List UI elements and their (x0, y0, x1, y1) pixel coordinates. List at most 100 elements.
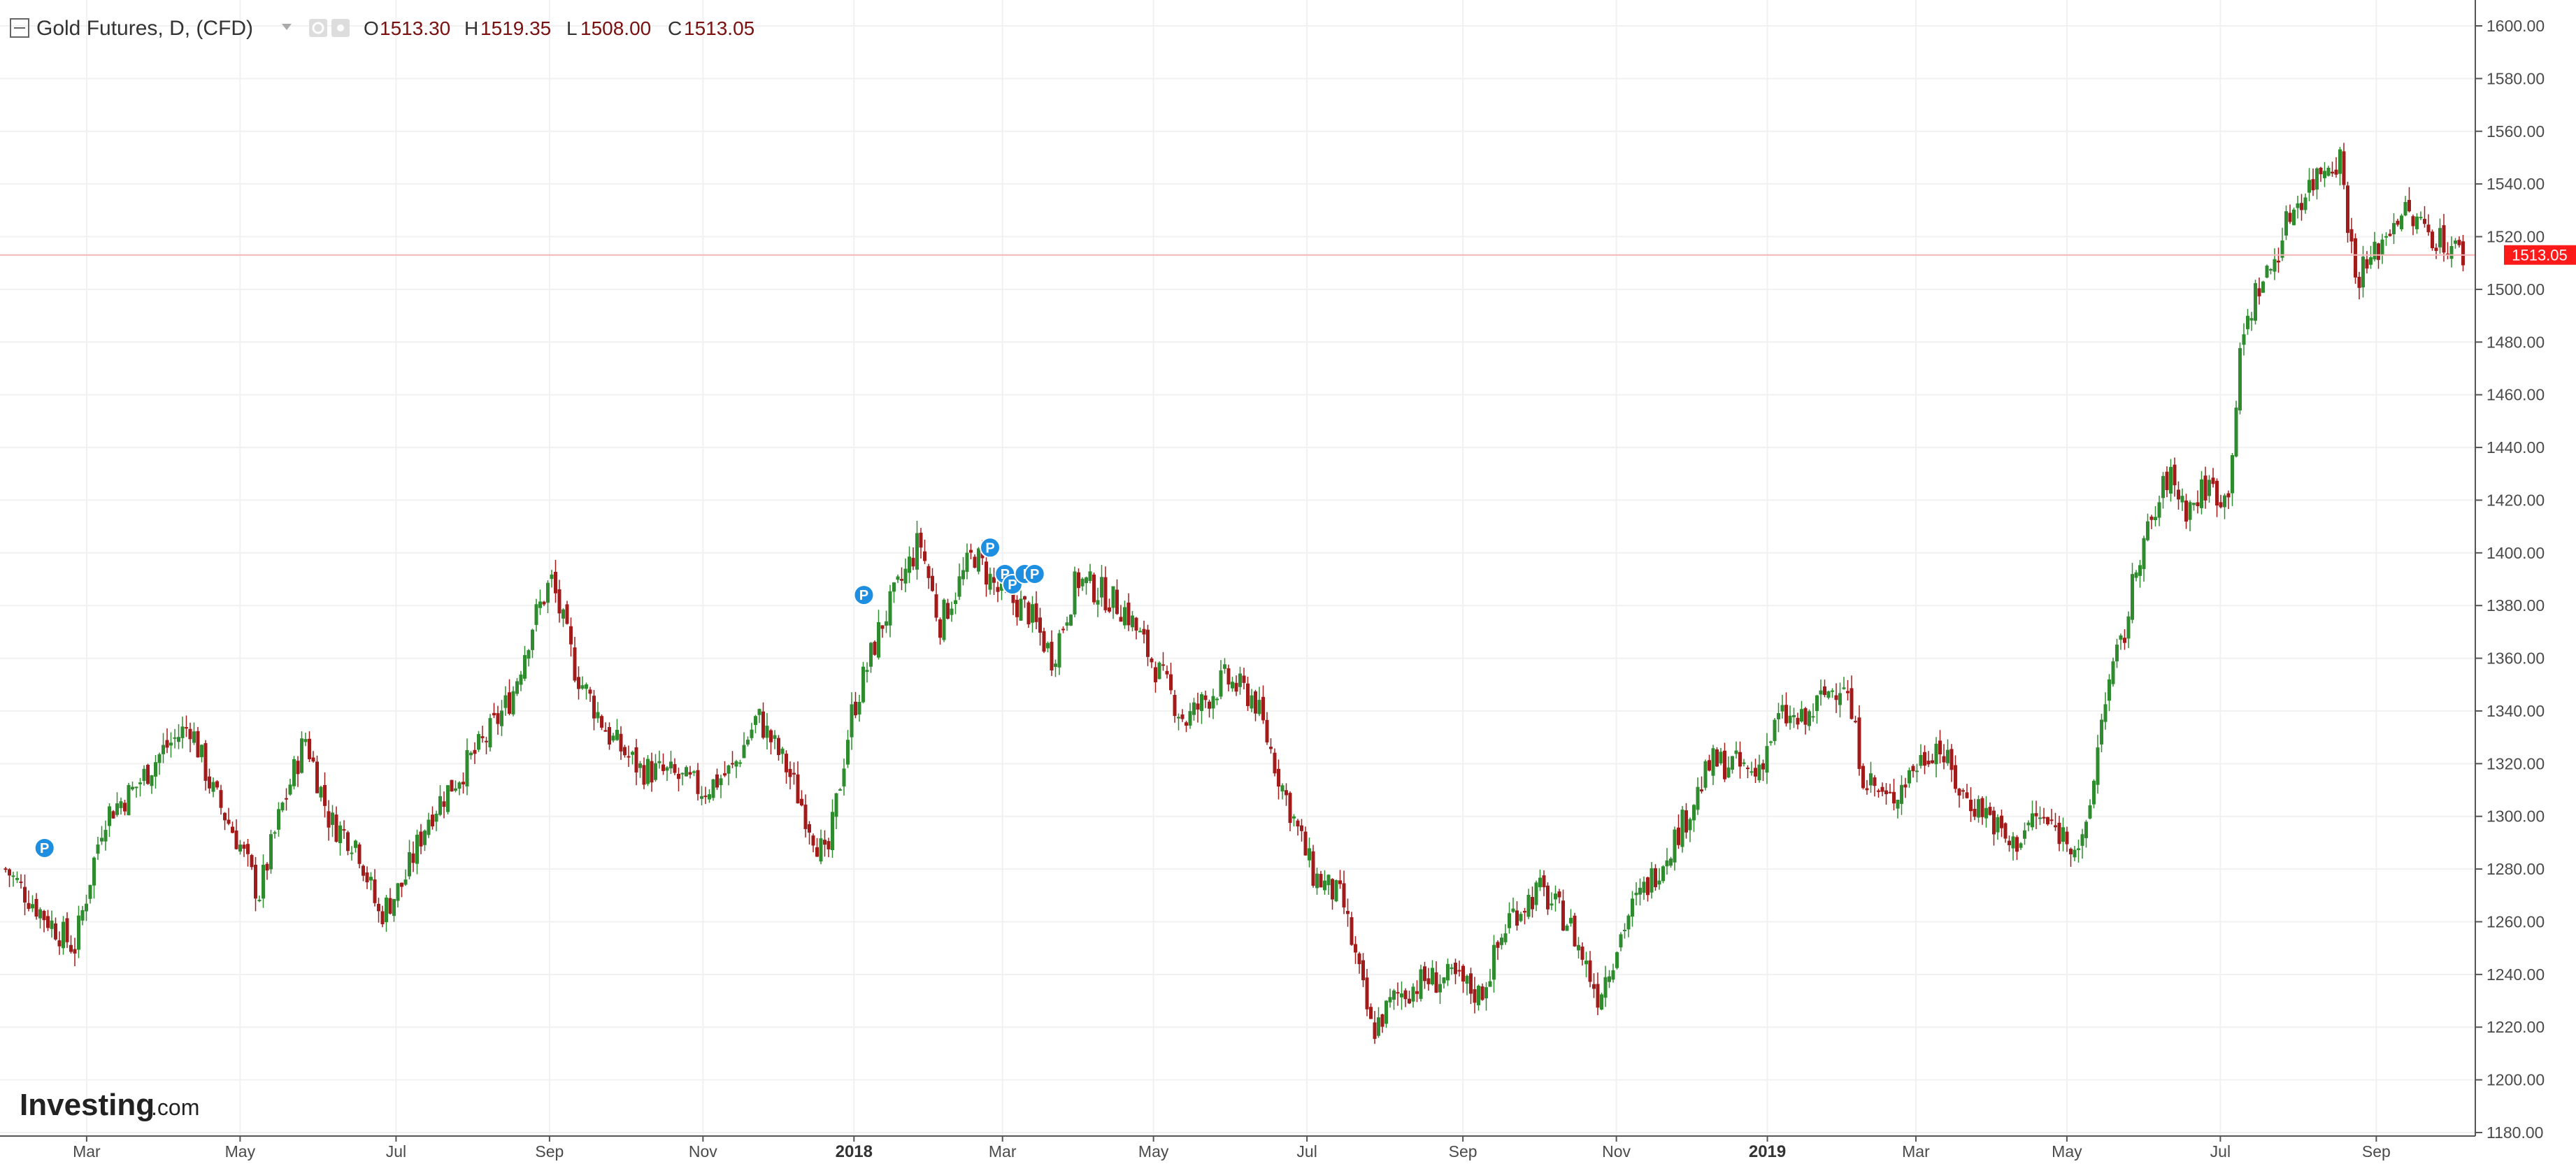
candle-body (527, 650, 531, 659)
candle-body (873, 641, 877, 655)
candle-body (1223, 664, 1226, 669)
candle-body (1534, 882, 1538, 905)
time-tick-label: May (2052, 1142, 2082, 1161)
candle-body (227, 819, 231, 824)
candle-body (288, 784, 292, 795)
candle-body (996, 587, 1000, 592)
candle-body (115, 803, 119, 815)
candle-body (777, 738, 780, 756)
candle-body (1511, 908, 1515, 912)
candle-body (761, 711, 765, 738)
symbol-title[interactable]: Gold Futures, D, (CFD) (36, 17, 253, 40)
candle-body (2149, 517, 2154, 520)
candle-body (1903, 784, 1908, 788)
candle-body (177, 737, 180, 742)
candle-body (1915, 770, 1919, 773)
candle-body (1900, 784, 1903, 804)
candle-body (1111, 586, 1115, 608)
candle-body (1403, 990, 1408, 1000)
candle-body (1388, 997, 1392, 1003)
grid-lines (0, 0, 2475, 1136)
candle-body (2038, 817, 2042, 819)
candle-body (1396, 992, 1400, 994)
candle-body (1465, 975, 1469, 984)
candle-body (2288, 213, 2292, 222)
candle-body (1788, 715, 1792, 724)
candle-body (827, 841, 831, 849)
event-markers[interactable]: PPPPPIP (34, 537, 1045, 858)
candle-body (461, 782, 465, 784)
candle-body (1734, 750, 1738, 754)
candle-body (1700, 789, 1703, 792)
candle-body (1492, 944, 1496, 980)
price-axis-labels: 1600.00 1580.00 1560.00 1540.00 1520.00 1500.… (2475, 17, 2545, 1142)
candle-body (1703, 761, 1708, 788)
candle-body (2284, 211, 2288, 236)
candle-body (1849, 688, 1854, 719)
candle-body (480, 736, 485, 738)
candle-body (1931, 760, 1934, 763)
candle-body (577, 677, 580, 689)
candle-body (677, 773, 680, 779)
candle-body (988, 573, 992, 590)
candle-body (1226, 668, 1231, 685)
candle-body (1980, 798, 1984, 817)
candle-body (711, 779, 715, 798)
candle-body (180, 726, 185, 738)
price-tick-label: 1320.00 (2486, 754, 2545, 773)
candle-body (965, 552, 969, 573)
candle-body (134, 786, 138, 789)
candle-body (300, 738, 303, 773)
candle-body (1373, 1022, 1377, 1040)
candle-body (1946, 749, 1949, 763)
event-marker-dot[interactable] (853, 584, 875, 606)
symbol-dropdown-icon[interactable] (282, 24, 292, 30)
event-marker-dot[interactable] (34, 837, 55, 858)
format-icon[interactable] (331, 19, 350, 37)
candle-body (1626, 915, 1631, 930)
price-tick-label: 1280.00 (2486, 860, 2545, 878)
event-marker-dot[interactable] (1024, 563, 1045, 584)
candle-body (1919, 754, 1923, 766)
price-tick-label: 1180.00 (2486, 1123, 2543, 1142)
candle-body (831, 812, 834, 851)
collapse-toggle-icon[interactable] (10, 18, 29, 38)
candle-body (1077, 572, 1080, 589)
candle-body (815, 847, 819, 857)
candle-body (392, 898, 396, 917)
candle-body (138, 782, 142, 784)
candle-body (1942, 756, 1946, 763)
candle-body (508, 692, 511, 714)
candle-body (92, 857, 96, 886)
candle-body (1888, 791, 1892, 793)
candle-body (1665, 860, 1669, 867)
candle-body (2173, 464, 2177, 486)
candle-body (673, 764, 677, 773)
candle-body (1992, 810, 1996, 835)
candle-body (550, 574, 554, 580)
candle-body (596, 712, 600, 719)
candle-body (15, 877, 19, 880)
event-marker-dot[interactable] (980, 537, 1001, 559)
candle-body (1085, 577, 1088, 584)
candle-body (638, 763, 642, 768)
candle-body (1677, 827, 1680, 845)
candle-body (961, 570, 965, 580)
candle-body (2180, 496, 2184, 503)
candle-body (1173, 695, 1177, 717)
candle-body (450, 779, 454, 792)
candle-body (2280, 240, 2284, 258)
candle-body (2303, 197, 2307, 210)
last-price-tag: 1513.05 (2504, 245, 2576, 265)
candle-body (1057, 633, 1061, 668)
settings-icon[interactable] (309, 19, 327, 37)
candle-body (296, 761, 300, 775)
time-axis[interactable] (0, 1136, 2475, 1164)
event-marker-label: P (40, 841, 49, 856)
candle-body (1469, 973, 1473, 994)
candle-body (700, 796, 703, 799)
price-axis[interactable] (2475, 0, 2576, 1136)
candle-body (888, 591, 892, 626)
candle-body (1450, 967, 1454, 969)
